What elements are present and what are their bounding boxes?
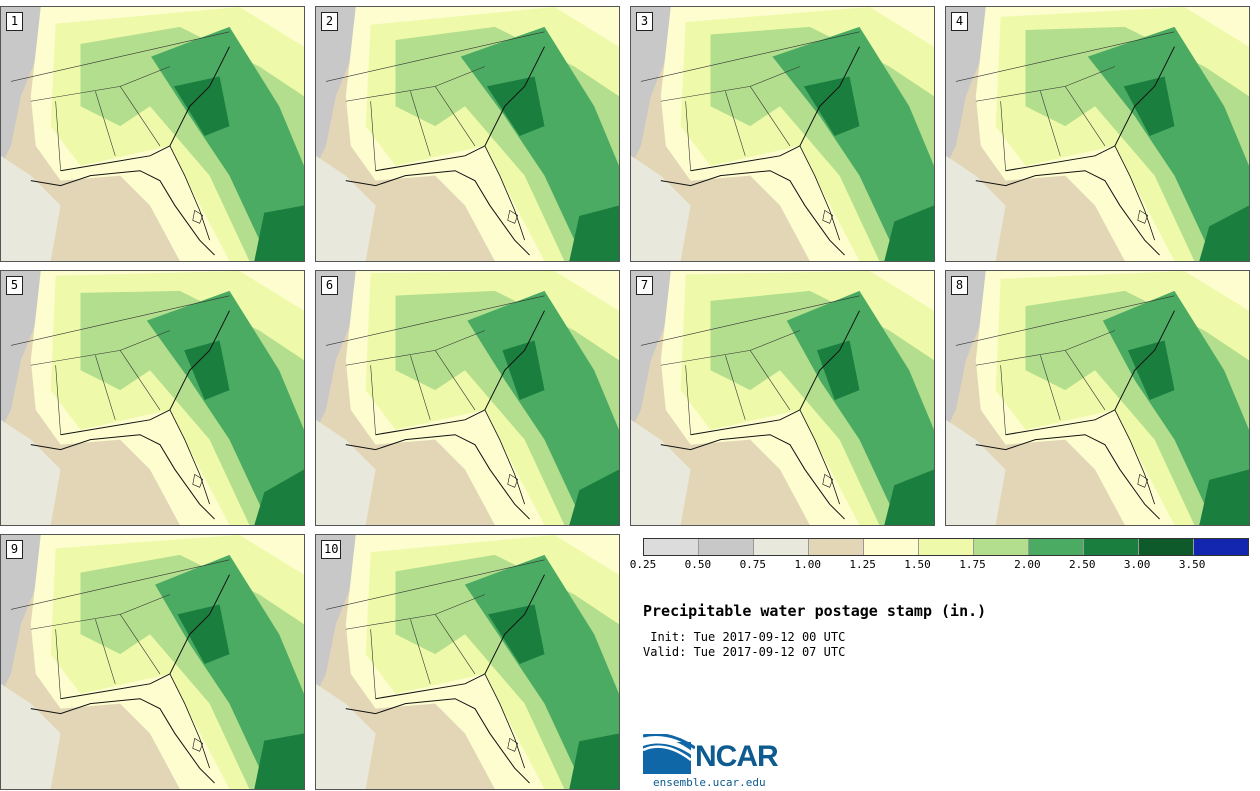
legend-color-swatch	[864, 539, 919, 555]
legend-tick-label: 1.75	[959, 558, 986, 571]
legend-tick-label: 0.50	[684, 558, 712, 571]
ncar-logo: NCAR ensemble.ucar.edu	[642, 733, 803, 790]
legend-color-swatch	[809, 539, 864, 555]
precipitable-water-map	[1, 271, 304, 525]
ensemble-url: ensemble.ucar.edu	[653, 776, 766, 789]
precipitable-water-map	[316, 535, 619, 789]
ensemble-member-map: 8	[945, 270, 1250, 526]
legend-tick-label: 2.50	[1069, 558, 1096, 571]
ensemble-member-map: 1	[0, 6, 305, 262]
member-number-label: 7	[636, 276, 653, 295]
precipitable-water-map	[316, 271, 619, 525]
legend-color-swatch	[1029, 539, 1084, 555]
valid-time: Valid: Tue 2017-09-12 07 UTC	[643, 645, 846, 659]
ncar-wordmark: NCAR	[695, 740, 779, 773]
product-title: Precipitable water postage stamp (in.)	[643, 602, 987, 620]
legend-color-swatch	[699, 539, 754, 555]
ncar-swoosh-icon	[642, 733, 696, 774]
legend-tick-label: 3.00	[1123, 558, 1151, 571]
legend-color-bar	[643, 538, 1249, 556]
ensemble-member-map: 3	[630, 6, 935, 262]
legend-color-swatch	[974, 539, 1029, 555]
member-number-label: 5	[6, 276, 23, 295]
legend-tick-label: 1.50	[904, 558, 931, 571]
legend-color-swatch	[754, 539, 809, 555]
member-number-label: 1	[6, 12, 23, 31]
legend-tick-label: 0.75	[739, 558, 767, 571]
precipitable-water-map	[1, 535, 304, 789]
member-number-label: 9	[6, 540, 23, 559]
precipitable-water-map	[316, 7, 619, 261]
ensemble-member-map: 7	[630, 270, 935, 526]
legend-tick-label: 1.25	[849, 558, 876, 571]
ensemble-member-map: 4	[945, 6, 1250, 262]
init-time: Init: Tue 2017-09-12 00 UTC	[643, 630, 846, 644]
ensemble-member-map: 2	[315, 6, 620, 262]
precipitable-water-map	[946, 7, 1249, 261]
member-number-label: 2	[321, 12, 338, 31]
ensemble-member-map: 9	[0, 534, 305, 790]
legend-tick-label: 3.50	[1178, 558, 1206, 571]
legend-ticks: 0.25 0.50 0.75 1.00 1.25 1.50 1.75 2.00 2.50 3.00…	[629, 556, 1260, 572]
precipitable-water-map	[631, 7, 934, 261]
member-number-label: 6	[321, 276, 338, 295]
member-number-label: 10	[321, 540, 342, 559]
legend-color-swatch	[644, 539, 699, 555]
precipitable-water-map	[631, 271, 934, 525]
legend-tick-label: 1.00	[794, 558, 821, 571]
member-number-label: 3	[636, 12, 653, 31]
legend-color-swatch	[1194, 539, 1248, 555]
legend-tick-label: 2.00	[1014, 558, 1041, 571]
precipitable-water-map	[946, 271, 1249, 525]
legend-color-swatch	[1139, 539, 1194, 555]
legend-color-swatch	[919, 539, 974, 555]
ensemble-member-map: 10	[315, 534, 620, 790]
member-number-label: 4	[951, 12, 968, 31]
member-number-label: 8	[951, 276, 968, 295]
color-legend: 0.25 0.50 0.75 1.00 1.25 1.50 1.75 2.00 2.50 3.00…	[630, 538, 1260, 572]
precipitable-water-map	[1, 7, 304, 261]
legend-tick-label: 0.25	[629, 558, 657, 571]
legend-color-swatch	[1084, 539, 1139, 555]
ensemble-member-map: 5	[0, 270, 305, 526]
ensemble-member-map: 6	[315, 270, 620, 526]
